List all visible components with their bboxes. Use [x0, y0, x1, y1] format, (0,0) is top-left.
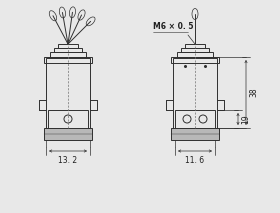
Bar	[177, 52, 213, 57]
Text: 13. 2: 13. 2	[59, 156, 78, 165]
Bar	[171, 57, 219, 63]
Bar	[48, 110, 88, 128]
Bar	[46, 58, 90, 128]
Bar	[58, 44, 78, 48]
Bar	[50, 52, 86, 57]
Text: 11. 6: 11. 6	[185, 156, 205, 165]
Bar	[54, 48, 82, 52]
Bar	[173, 58, 217, 128]
Bar	[171, 128, 219, 140]
Bar	[44, 57, 92, 63]
Bar	[181, 48, 209, 52]
Text: 19: 19	[241, 114, 250, 124]
Bar	[44, 128, 92, 140]
Bar	[185, 44, 205, 48]
Bar	[175, 110, 215, 128]
Text: M6 × 0. 5: M6 × 0. 5	[153, 22, 193, 31]
Text: 38: 38	[249, 88, 258, 97]
